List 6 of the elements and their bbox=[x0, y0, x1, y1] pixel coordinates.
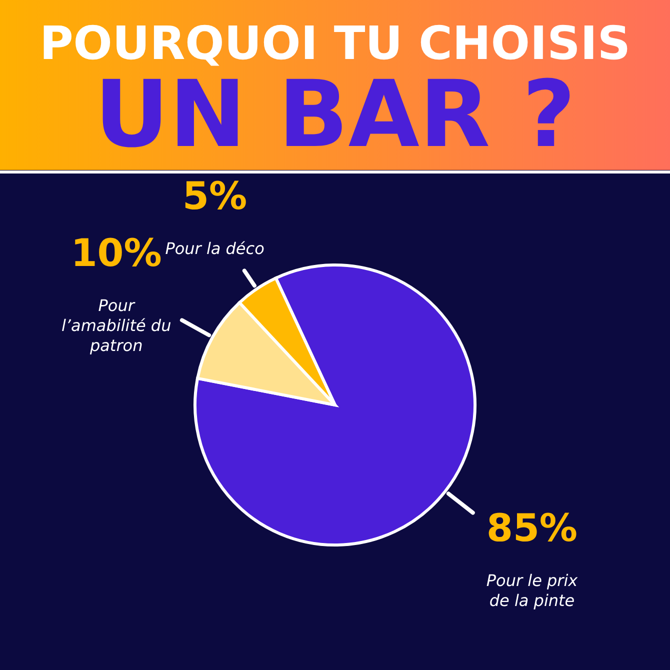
data-label: 10% bbox=[70, 230, 162, 275]
data-label: 85% bbox=[486, 506, 578, 550]
slice-label: Pour le prix de la pinte bbox=[486, 570, 578, 610]
slice-label: Pour l’amabilité du patron bbox=[61, 296, 172, 355]
slice-label: Pour la déco bbox=[165, 238, 265, 258]
data-label: 5% bbox=[182, 174, 248, 218]
